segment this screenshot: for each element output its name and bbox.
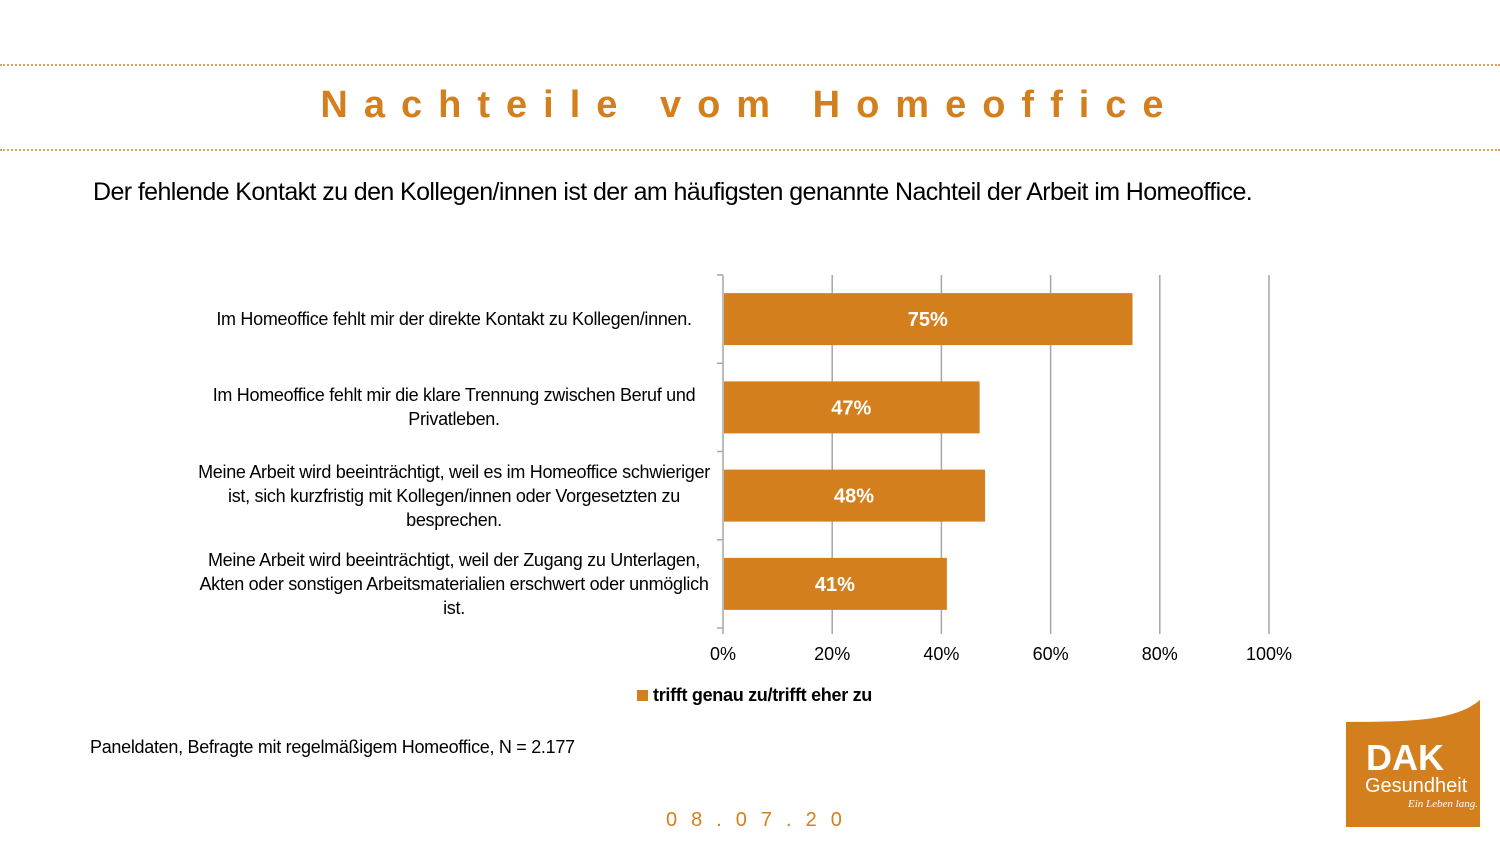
bar-data-label: 47%: [831, 397, 871, 419]
legend-label: trifft genau zu/trifft eher zu: [653, 685, 872, 705]
slide-date: 08.07.20: [666, 809, 856, 831]
category-label: Im Homeoffice fehlt mir die klare Trennu…: [190, 383, 718, 431]
logo-slogan-text: Ein Leben lang.: [1407, 798, 1478, 810]
footnote: Paneldaten, Befragte mit regelmäßigem Ho…: [90, 737, 575, 757]
x-tick-label: 60%: [1033, 644, 1069, 664]
category-label: Meine Arbeit wird beeinträchtigt, weil e…: [190, 460, 718, 532]
header-rule-bottom: [0, 149, 1500, 151]
category-label-line: ist.: [443, 597, 465, 618]
chart-subtitle: Der fehlende Kontakt zu den Kollegen/inn…: [93, 178, 1253, 206]
category-label-line: Meine Arbeit wird beeinträchtigt, weil d…: [207, 549, 701, 570]
logo-name-text: Gesundheit: [1365, 775, 1468, 797]
bar-data-label: 48%: [834, 486, 874, 508]
category-label-line: Privatleben.: [408, 409, 500, 430]
category-label-line: Meine Arbeit wird beeinträchtigt, weil e…: [198, 461, 710, 482]
x-tick-label: 40%: [923, 644, 959, 664]
legend-swatch: [637, 690, 648, 701]
x-tick-label: 80%: [1142, 644, 1178, 664]
bar: [724, 557, 947, 610]
x-tick-label: 100%: [1246, 644, 1292, 664]
bar: [724, 381, 980, 434]
category-label: Meine Arbeit wird beeinträchtigt, weil d…: [190, 548, 718, 620]
header-rule-top: [0, 64, 1500, 66]
category-label-line: ist, sich kurzfristig mit Kollegen/innen…: [228, 485, 680, 506]
logo-brand-text: DAK: [1366, 737, 1444, 778]
bar: [724, 293, 1133, 346]
category-label: Im Homeoffice fehlt mir der direkte Kont…: [190, 307, 718, 331]
category-label-line: Akten oder sonstigen Arbeitsmaterialien …: [199, 573, 709, 594]
category-label-line: besprechen.: [406, 509, 502, 530]
bar-data-label: 75%: [908, 309, 948, 331]
bar-data-label: 41%: [815, 574, 855, 596]
page-title: Nachteile vom Homeoffice: [320, 84, 1180, 126]
dak-gesundheit-logo: DAK Gesundheit Ein Leben lang.: [1346, 700, 1480, 827]
x-tick-label: 0%: [710, 644, 736, 664]
chart-legend: trifft genau zu/trifft eher zu: [637, 685, 872, 706]
category-label-line: Im Homeoffice fehlt mir der direkte Kont…: [216, 309, 692, 330]
x-tick-label: 20%: [814, 644, 850, 664]
category-label-line: Im Homeoffice fehlt mir die klare Trennu…: [212, 385, 696, 406]
bar: [724, 469, 986, 522]
